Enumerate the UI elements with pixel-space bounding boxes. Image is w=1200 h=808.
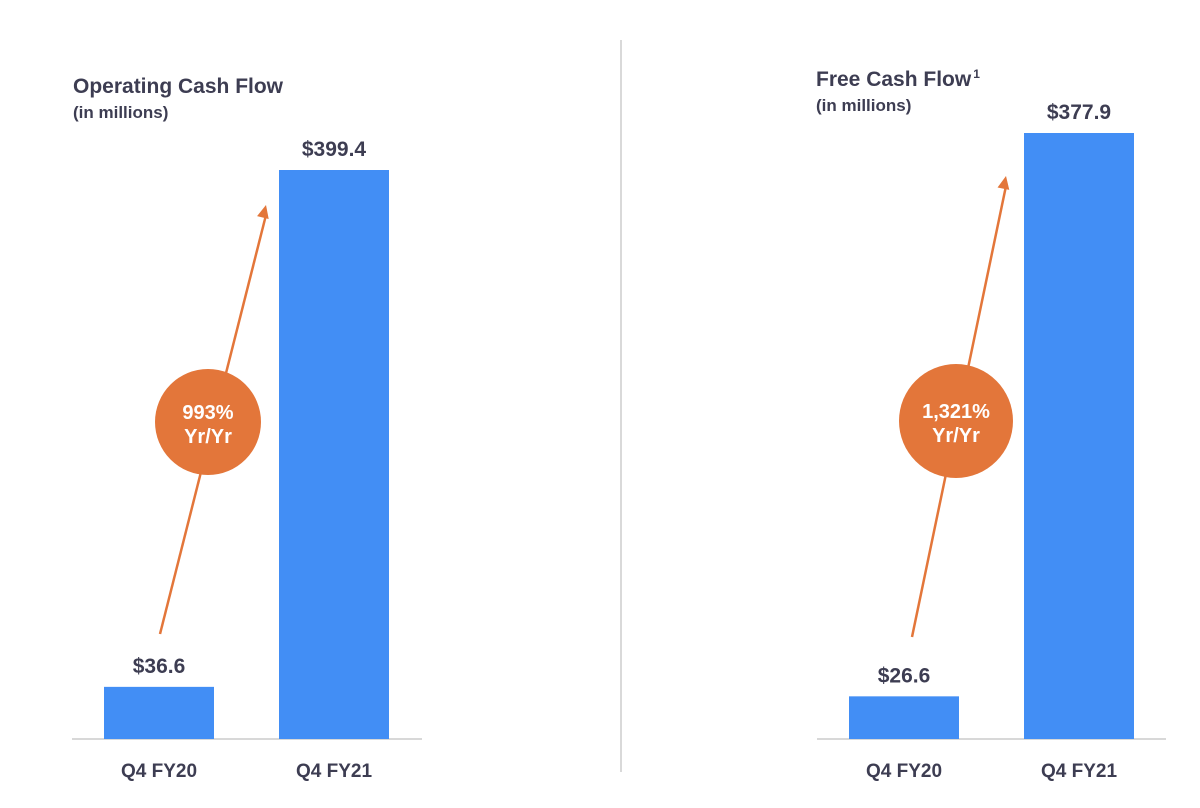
growth-badge-percent: 993% — [182, 402, 233, 424]
growth-badge-percent: 1,321% — [922, 401, 990, 423]
growth-badge-period: Yr/Yr — [184, 426, 232, 448]
chart-title-text: Operating Cash Flow — [73, 75, 284, 98]
growth-badge — [155, 369, 261, 475]
bar-value-label: $377.9 — [1047, 101, 1111, 124]
chart-panel-2: Free Cash Flow 1 (in millions) $26.6 Q4 FY20… — [816, 67, 1166, 782]
bar-value-label: $36.6 — [133, 655, 186, 678]
x-tick-label: Q4 FY20 — [121, 761, 197, 782]
x-tick-label: Q4 FY21 — [1041, 761, 1117, 782]
bar-2 — [279, 170, 389, 739]
chart-subtitle: (in millions) — [73, 103, 168, 122]
chart-subtitle: (in millions) — [816, 96, 911, 115]
growth-arrow-head — [257, 205, 269, 220]
growth-badge-period: Yr/Yr — [932, 425, 980, 447]
chart-title: Operating Cash Flow — [73, 75, 284, 98]
growth-badge — [899, 364, 1013, 478]
x-tick-label: Q4 FY20 — [866, 761, 942, 782]
bar-value-label: $26.6 — [878, 664, 931, 687]
title-footnote-marker: 1 — [973, 67, 980, 81]
bar-value-label: $399.4 — [302, 138, 367, 161]
chart-panel-1: Operating Cash Flow (in millions) $36.6 Q4 … — [72, 75, 422, 782]
chart-title-text: Free Cash Flow — [816, 68, 972, 91]
bar-1 — [104, 686, 214, 739]
growth-arrow-head — [997, 176, 1010, 190]
chart-title: Free Cash Flow 1 — [816, 67, 980, 91]
x-tick-label: Q4 FY21 — [296, 761, 372, 782]
panel-divider — [620, 40, 622, 772]
bar-2 — [1024, 133, 1134, 739]
bar-1 — [849, 696, 959, 739]
